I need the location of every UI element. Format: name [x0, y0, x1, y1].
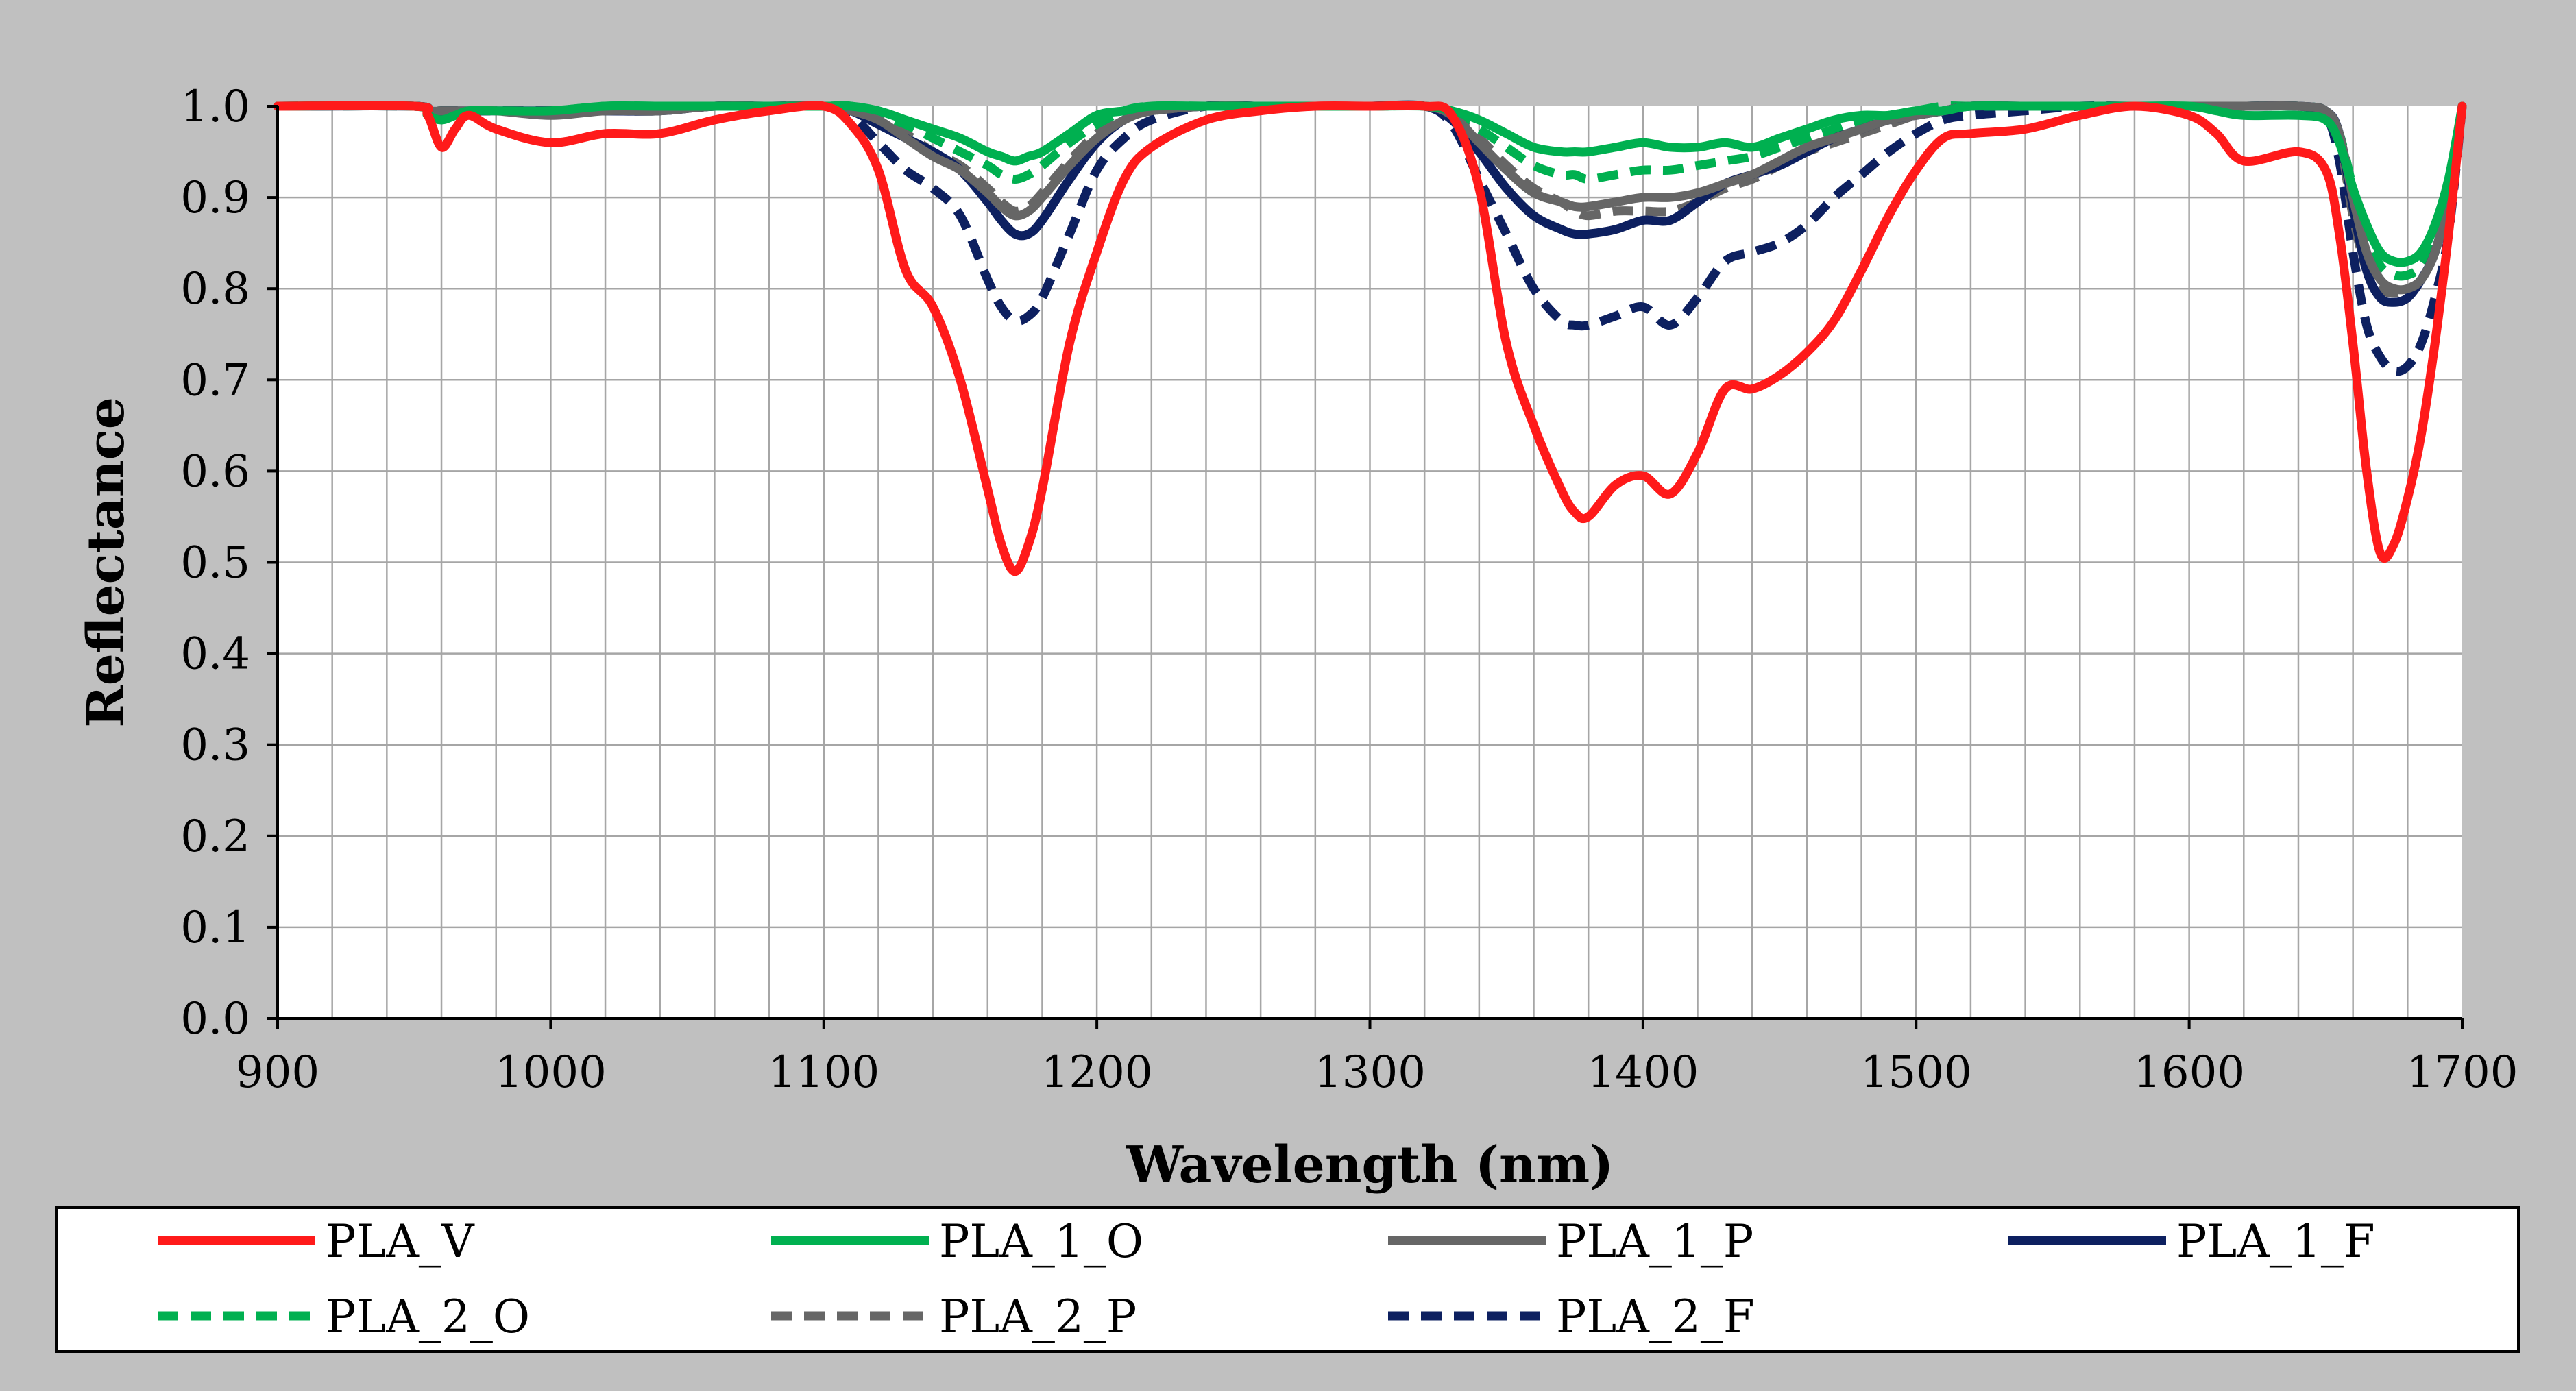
y-tick-label: 0.2 — [180, 811, 250, 862]
tick-labels: 900 1000 1100 1200 1300 1400 1500 1600 1700 0.0 0.… — [180, 82, 2518, 1098]
y-tick-label: 1.0 — [180, 82, 250, 132]
legend-label: PLA_2_O — [326, 1291, 530, 1343]
legend: PLA_V PLA_1_O PLA_1_P PLA_1_F PLA_2_O PLA_2_P… — [55, 1206, 2520, 1353]
legend-label: PLA_1_P — [1556, 1215, 1753, 1268]
y-axis-title: Reflectance — [77, 397, 136, 728]
legend-item-pla-1-f: PLA_1_F — [2008, 1215, 2375, 1268]
legend-item-pla-2-p: PLA_2_P — [771, 1291, 1137, 1343]
legend-item-pla-1-o: PLA_1_O — [771, 1215, 1143, 1268]
x-tick-label: 1100 — [768, 1047, 879, 1098]
x-tick-label: 1000 — [495, 1047, 607, 1098]
legend-label: PLA_1_F — [2176, 1215, 2375, 1268]
series-line-pla-1-o — [273, 101, 2467, 267]
y-tick-label: 0.0 — [180, 994, 250, 1044]
x-tick-label: 1700 — [2407, 1047, 2518, 1098]
legend-label: PLA_V — [326, 1215, 475, 1268]
x-axis-title: Wavelength (nm) — [1126, 1136, 1614, 1195]
x-tick-label: 1200 — [1041, 1047, 1153, 1098]
y-tick-label: 0.8 — [180, 264, 250, 315]
y-tick-label: 0.5 — [180, 538, 250, 589]
legend-item-pla-v: PLA_V — [158, 1215, 475, 1268]
y-tick-label: 0.6 — [180, 446, 250, 497]
legend-label: PLA_1_O — [939, 1215, 1143, 1268]
legend-label: PLA_2_P — [939, 1291, 1137, 1343]
legend-item-pla-2-o: PLA_2_O — [158, 1291, 530, 1343]
y-tick-label: 0.4 — [180, 629, 250, 680]
y-tick-label: 0.9 — [180, 173, 250, 223]
y-tick-label: 0.3 — [180, 720, 250, 771]
legend-label: PLA_2_F — [1556, 1291, 1755, 1343]
legend-item-pla-2-f: PLA_2_F — [1388, 1291, 1755, 1343]
gridlines — [278, 106, 2462, 1018]
series-line-pla-v — [273, 101, 2467, 576]
x-tick-label: 1300 — [1314, 1047, 1426, 1098]
x-tick-label: 1400 — [1587, 1047, 1699, 1098]
series-lines — [273, 100, 2467, 576]
axes — [267, 105, 2464, 1029]
legend-box — [55, 1206, 2520, 1353]
x-tick-label: 1500 — [1860, 1047, 1972, 1098]
y-tick-label: 0.1 — [180, 903, 250, 953]
x-tick-label: 900 — [236, 1047, 319, 1098]
x-tick-label: 1600 — [2133, 1047, 2245, 1098]
y-tick-label: 0.7 — [180, 355, 250, 406]
legend-item-pla-1-p: PLA_1_P — [1388, 1215, 1753, 1268]
